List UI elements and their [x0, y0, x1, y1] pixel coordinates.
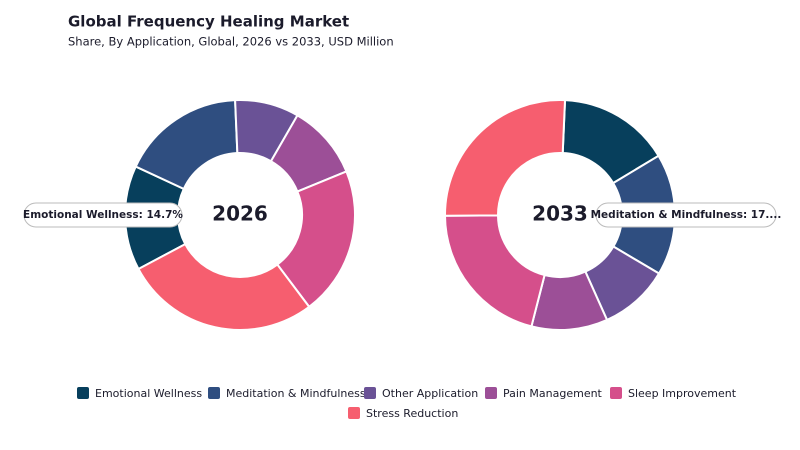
donut-segment [443, 214, 546, 328]
center-label: 2033 [532, 202, 588, 226]
legend-swatch [485, 387, 497, 399]
legend-swatch [348, 407, 360, 419]
chart-subtitle: Share, By Application, Global, 2026 vs 2… [68, 35, 394, 49]
legend-label: Meditation & Mindfulness [226, 387, 366, 400]
tooltip-text: Meditation & Mindfulness: 17.... [591, 209, 782, 221]
donut-segment [137, 242, 311, 331]
tooltip-text: Emotional Wellness: 14.7% [23, 209, 183, 221]
chart-title: Global Frequency Healing Market [68, 13, 349, 31]
legend-label: Sleep Improvement [628, 387, 737, 400]
legend-swatch [77, 387, 89, 399]
donut-segment [444, 99, 567, 217]
legend-swatch [364, 387, 376, 399]
center-label: 2026 [212, 202, 268, 226]
tooltip-box [595, 202, 777, 228]
legend-label: Other Application [382, 387, 478, 400]
legend-label: Stress Reduction [366, 407, 458, 420]
legend-label: Emotional Wellness [95, 387, 202, 400]
legend-swatch [610, 387, 622, 399]
legend-label: Pain Management [503, 387, 603, 400]
tooltip-box [23, 202, 183, 228]
legend-swatch [208, 387, 220, 399]
